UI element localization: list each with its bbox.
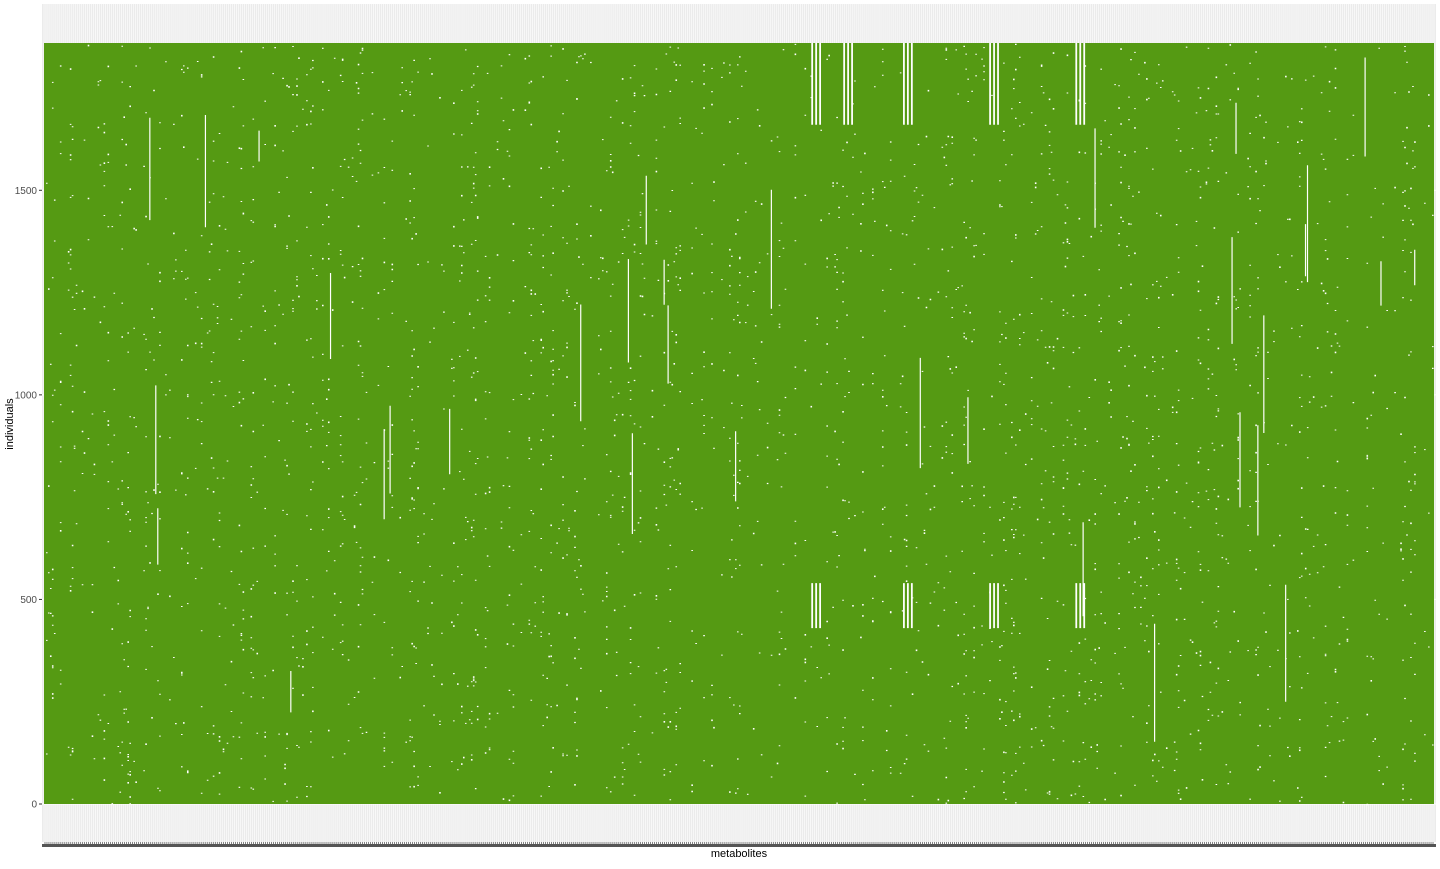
y-tick-label: 1500	[15, 186, 38, 197]
missing-block	[1075, 43, 1086, 125]
missing-block	[811, 43, 822, 125]
missing-block	[989, 583, 999, 629]
heatmap-tiles	[44, 43, 1434, 806]
x-tick-labels-overplotted	[42, 844, 1436, 847]
missing-block	[903, 583, 913, 629]
missing-block	[1075, 583, 1086, 629]
missing-block	[843, 43, 853, 125]
missing-block	[903, 43, 913, 125]
y-axis-label: individuals	[4, 398, 16, 450]
present-values-area	[44, 43, 1434, 804]
y-tick-label: 1000	[15, 390, 38, 401]
axes: 0 500 1000 1500	[15, 186, 1436, 847]
x-ticks	[44, 842, 1434, 845]
missing-block	[989, 43, 999, 125]
x-axis-label: metabolites	[711, 848, 768, 860]
y-tick-label: 0	[31, 800, 37, 811]
y-tick-label: 500	[20, 595, 37, 606]
missing-block	[811, 583, 822, 629]
